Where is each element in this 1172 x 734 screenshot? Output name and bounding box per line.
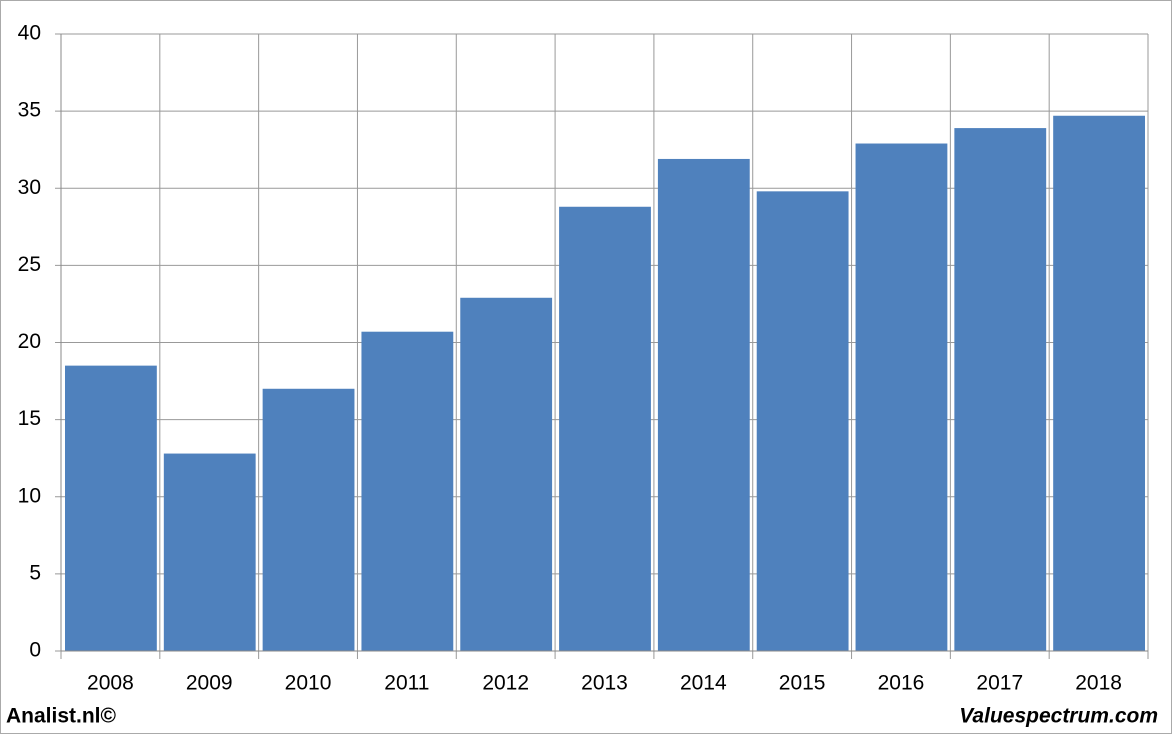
y-tick-label: 0 bbox=[29, 639, 41, 662]
y-tick-label: 40 bbox=[18, 22, 41, 45]
y-tick-label: 15 bbox=[18, 407, 41, 430]
bar bbox=[460, 297, 553, 651]
bar bbox=[163, 453, 256, 651]
bar bbox=[559, 206, 651, 651]
bar bbox=[657, 158, 750, 651]
x-tick-label: 2009 bbox=[186, 672, 233, 695]
bar bbox=[1053, 115, 1145, 651]
x-tick-label: 2010 bbox=[285, 672, 332, 695]
x-tick-label: 2018 bbox=[1075, 672, 1122, 695]
bar bbox=[361, 331, 454, 651]
x-tick-label: 2015 bbox=[779, 672, 826, 695]
bar bbox=[855, 143, 948, 651]
y-tick-label: 30 bbox=[18, 176, 41, 199]
x-tick-label: 2016 bbox=[878, 672, 925, 695]
x-tick-label: 2017 bbox=[976, 672, 1023, 695]
y-tick-label: 5 bbox=[29, 561, 41, 584]
bar bbox=[756, 191, 849, 651]
footer-right: Valuespectrum.com bbox=[959, 705, 1158, 728]
x-tick-label: 2014 bbox=[680, 672, 727, 695]
y-tick-label: 25 bbox=[18, 253, 41, 276]
bar bbox=[954, 128, 1047, 651]
bar bbox=[262, 388, 355, 651]
x-tick-label: 2011 bbox=[384, 672, 429, 695]
y-tick-label: 10 bbox=[18, 484, 41, 507]
x-tick-label: 2013 bbox=[581, 672, 628, 695]
bar bbox=[65, 365, 157, 651]
y-tick-label: 20 bbox=[18, 330, 41, 353]
footer-left: Analist.nl© bbox=[6, 705, 117, 728]
y-tick-label: 35 bbox=[18, 99, 41, 122]
x-tick-label: 2012 bbox=[482, 672, 529, 695]
x-tick-label: 2008 bbox=[87, 672, 134, 695]
